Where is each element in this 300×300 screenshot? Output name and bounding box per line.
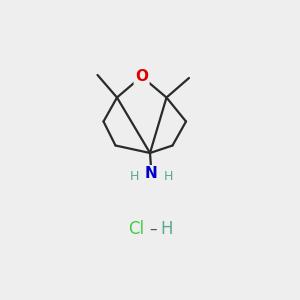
- Text: –: –: [149, 222, 157, 237]
- Text: O: O: [135, 69, 148, 84]
- Text: N: N: [145, 167, 158, 182]
- Text: H: H: [160, 220, 173, 238]
- Text: Cl: Cl: [128, 220, 145, 238]
- Text: H: H: [129, 170, 139, 183]
- Text: H: H: [163, 170, 173, 183]
